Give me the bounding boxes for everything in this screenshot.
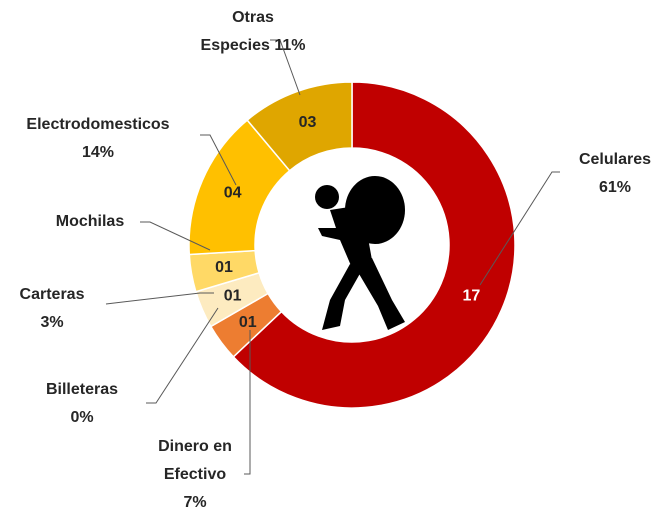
- value-label: 01: [224, 288, 242, 305]
- category-label: 7%: [183, 494, 206, 511]
- category-label: Celulares: [579, 151, 651, 168]
- value-label: 17: [462, 288, 480, 305]
- slice: [246, 81, 353, 172]
- category-label: Especies 11%: [201, 37, 306, 54]
- category-label: Dinero en: [158, 438, 232, 455]
- category-label: 3%: [40, 314, 63, 331]
- slices: [188, 81, 516, 409]
- category-label: Mochilas: [56, 213, 125, 230]
- category-label: Otras: [232, 9, 274, 26]
- category-label: Carteras: [20, 286, 85, 303]
- thief-icon: [315, 176, 405, 330]
- category-label: Efectivo: [164, 466, 226, 483]
- category-label: 61%: [599, 179, 631, 196]
- category-label: Electrodomesticos: [26, 116, 169, 133]
- value-label: 01: [215, 259, 233, 276]
- category-label: Billeteras: [46, 381, 118, 398]
- category-label: 14%: [82, 144, 114, 161]
- leader-lines: [105, 39, 560, 475]
- category-label: 0%: [70, 409, 93, 426]
- value-label: 03: [299, 114, 317, 131]
- value-label: 01: [239, 314, 257, 331]
- value-label: 04: [224, 185, 242, 202]
- slice: [232, 81, 516, 409]
